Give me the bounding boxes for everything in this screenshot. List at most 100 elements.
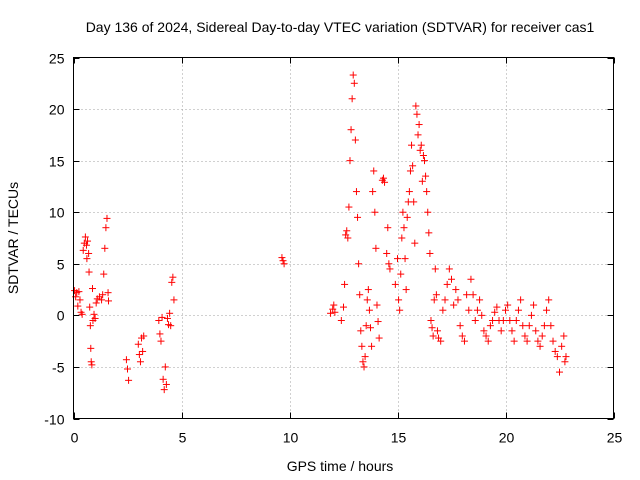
data-point <box>456 322 464 330</box>
data-point <box>140 332 148 340</box>
data-point <box>536 342 544 350</box>
data-point <box>383 249 391 257</box>
data-point <box>401 255 409 263</box>
data-point <box>460 337 468 345</box>
data-point <box>445 265 453 273</box>
data-point <box>365 306 373 314</box>
data-point <box>160 386 168 394</box>
data-point <box>517 296 525 304</box>
data-point <box>85 249 93 257</box>
data-point <box>452 286 460 294</box>
data-point <box>158 313 166 321</box>
data-point <box>357 327 365 335</box>
data-point <box>512 317 520 325</box>
data-point <box>410 198 418 206</box>
data-point <box>136 358 144 366</box>
chart-title: Day 136 of 2024, Sidereal Day-to-day VTE… <box>86 19 595 35</box>
data-point <box>532 327 540 335</box>
data-point <box>413 110 421 118</box>
data-point <box>540 322 548 330</box>
data-point <box>443 280 451 288</box>
data-point <box>525 322 533 330</box>
x-axis-label: GPS time / hours <box>287 458 394 474</box>
data-point <box>166 309 174 317</box>
data-point <box>156 330 164 338</box>
data-point <box>473 306 481 314</box>
data-point <box>155 317 163 325</box>
data-point <box>343 227 351 235</box>
data-point <box>344 234 352 242</box>
data-point <box>169 273 177 281</box>
data-point <box>545 296 553 304</box>
data-point <box>356 291 364 299</box>
data-point <box>139 347 147 355</box>
data-point <box>458 332 466 340</box>
data-point <box>90 310 98 318</box>
data-point <box>135 351 143 359</box>
data-point <box>347 126 355 134</box>
data-point <box>484 337 492 345</box>
data-point <box>341 280 349 288</box>
data-point <box>527 311 535 319</box>
data-point <box>163 314 171 322</box>
data-point <box>385 260 393 268</box>
data-point <box>363 296 371 304</box>
data-point <box>430 296 438 304</box>
data-point <box>408 141 416 149</box>
y-tick-label: 15 <box>49 154 65 170</box>
data-point <box>86 322 94 330</box>
data-point <box>562 353 570 361</box>
data-point <box>81 233 89 241</box>
data-point <box>124 365 131 373</box>
data-point <box>423 188 431 196</box>
data-point <box>414 131 422 139</box>
data-point <box>523 337 531 345</box>
data-point <box>159 375 167 383</box>
data-point <box>406 167 414 175</box>
data-point <box>381 178 389 186</box>
data-point <box>134 340 142 348</box>
data-point <box>426 249 434 257</box>
data-point <box>506 317 514 325</box>
data-point <box>349 71 357 79</box>
data-point <box>491 308 499 316</box>
data-point <box>279 257 287 265</box>
axes: -10 -5 0 5 10 15 20 25 0 5 10 15 20 25 <box>44 51 622 446</box>
data-point <box>330 301 338 309</box>
data-point <box>280 260 288 268</box>
data-point <box>399 208 407 216</box>
data-point <box>386 265 394 273</box>
data-point <box>553 353 561 361</box>
data-point <box>397 270 405 278</box>
data-point <box>398 234 406 242</box>
data-points <box>71 71 570 394</box>
data-point <box>521 332 529 340</box>
data-point <box>424 208 432 216</box>
data-point <box>422 172 430 180</box>
grid <box>73 57 614 419</box>
data-point <box>482 332 490 340</box>
data-point <box>348 95 356 103</box>
data-point <box>425 229 433 237</box>
data-point <box>76 296 84 304</box>
x-tick-label: 0 <box>71 430 79 446</box>
data-point <box>101 244 109 252</box>
data-point <box>364 286 372 294</box>
data-point <box>441 296 449 304</box>
data-point <box>538 332 546 340</box>
data-point <box>400 224 408 232</box>
x-tick-label: 10 <box>283 430 299 446</box>
data-point <box>476 296 484 304</box>
data-point <box>346 157 354 165</box>
data-point <box>91 314 99 322</box>
data-point <box>354 213 362 221</box>
data-point <box>416 146 424 154</box>
data-point <box>519 322 527 330</box>
data-point <box>373 301 381 309</box>
data-point <box>361 353 369 361</box>
data-point <box>75 288 83 296</box>
data-point <box>561 358 569 366</box>
data-point <box>355 260 363 268</box>
data-point <box>350 79 358 87</box>
data-point <box>428 324 436 332</box>
